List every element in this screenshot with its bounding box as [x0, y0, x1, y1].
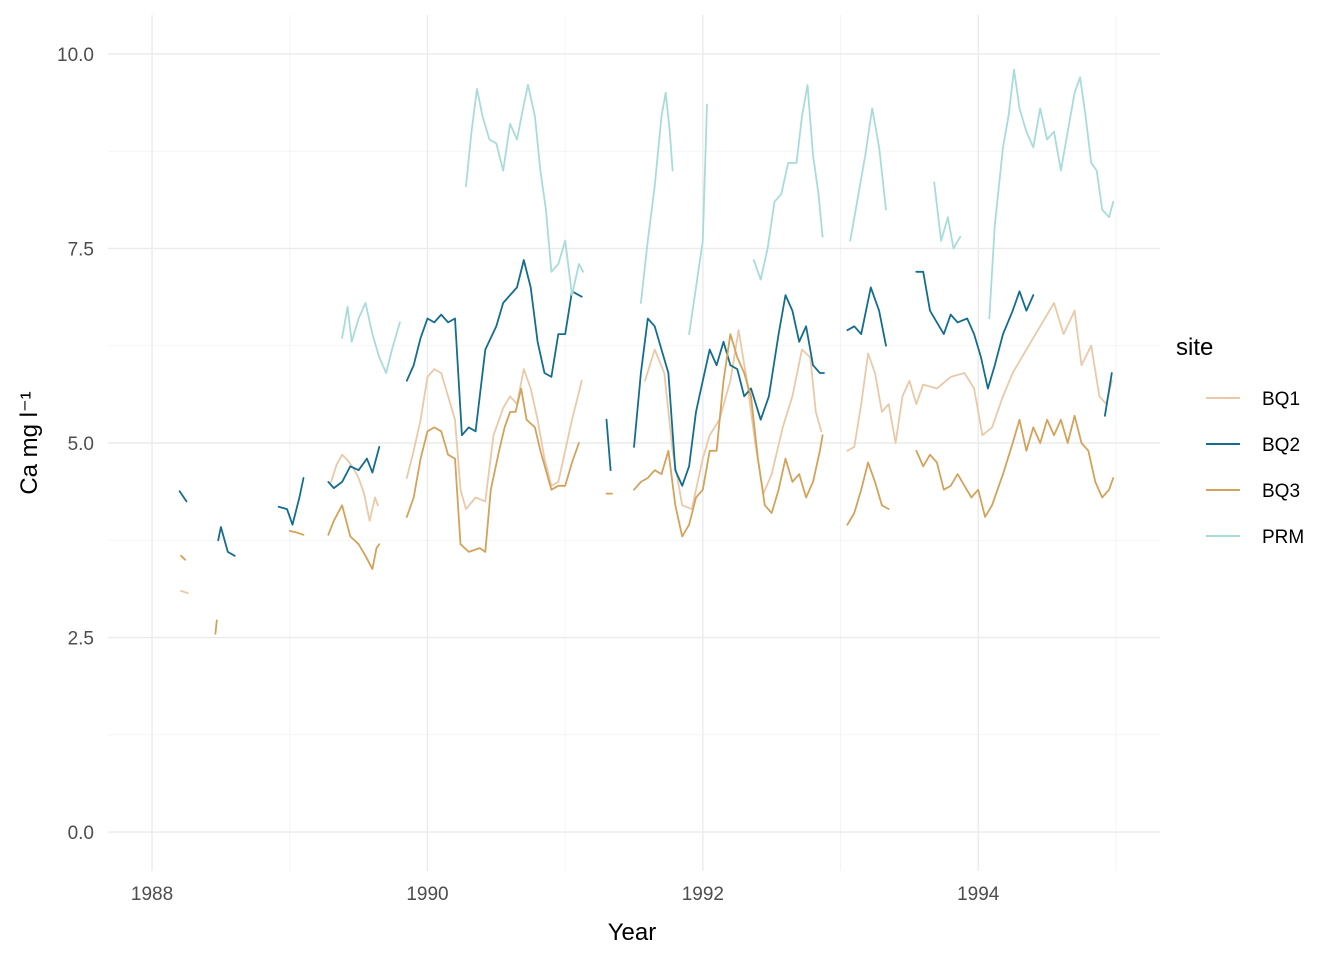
series-line-bq2: [605, 418, 612, 472]
series-line-bq2: [915, 270, 1035, 390]
series-line-prm: [988, 68, 1115, 320]
series-line-prm: [465, 84, 584, 297]
series-line-bq2: [217, 526, 236, 557]
series-line-bq3: [633, 333, 824, 538]
x-tick-label: 1994: [957, 884, 1000, 905]
series-line-bq2: [178, 490, 188, 503]
y-tick-label: 0.0: [68, 823, 94, 844]
grid: [108, 15, 1160, 871]
series-bq1: [180, 301, 1113, 595]
series-line-bq2: [277, 477, 305, 526]
y-tick-label: 10.0: [57, 45, 94, 66]
series-line-bq3: [846, 461, 890, 526]
series-line-prm: [688, 103, 708, 336]
series-line-bq3: [405, 387, 580, 553]
legend-item-bq1: BQ1: [1206, 389, 1300, 410]
legend: site BQ1 BQ2 BQ3 PRM: [1176, 334, 1304, 548]
series-line-bq3: [214, 619, 218, 635]
legend-items: BQ1 BQ2 BQ3 PRM: [1206, 389, 1304, 548]
series-line-bq1: [846, 301, 1113, 452]
y-axis-tick-labels: 0.0 2.5 5.0 7.5 10.0: [57, 45, 94, 844]
x-axis-tick-labels: 1988 1990 1992 1994: [131, 884, 1000, 905]
series-line-prm: [752, 84, 824, 281]
series-line-prm: [640, 91, 674, 304]
y-tick-label: 5.0: [68, 434, 94, 455]
series-line-bq3: [915, 414, 1115, 518]
series-line-bq1: [330, 453, 379, 522]
legend-item-prm: PRM: [1206, 527, 1304, 548]
series-line-bq2: [405, 259, 583, 437]
series-lines: [178, 68, 1115, 635]
legend-label-bq3: BQ3: [1262, 481, 1300, 502]
series-line-bq1: [180, 590, 189, 595]
series-bq2: [178, 259, 1113, 557]
series-line-bq3: [288, 530, 305, 536]
series-line-bq3: [327, 504, 381, 570]
series-bq3: [180, 333, 1115, 635]
series-line-bq1: [405, 368, 583, 511]
y-tick-label: 7.5: [68, 239, 94, 260]
legend-title: site: [1176, 334, 1213, 361]
legend-label-prm: PRM: [1262, 527, 1304, 548]
series-line-bq2: [1104, 372, 1113, 417]
legend-item-bq3: BQ3: [1206, 481, 1300, 502]
y-tick-label: 2.5: [68, 629, 94, 650]
series-prm: [341, 68, 1115, 374]
series-line-prm: [341, 301, 401, 374]
x-tick-label: 1988: [131, 884, 173, 905]
series-line-prm: [933, 181, 962, 250]
x-axis-title: Year: [608, 919, 657, 946]
series-line-prm: [849, 107, 887, 242]
series-line-bq2: [633, 294, 825, 487]
x-tick-label: 1992: [682, 884, 724, 905]
legend-label-bq2: BQ2: [1262, 435, 1300, 456]
x-tick-label: 1990: [406, 884, 448, 905]
legend-item-bq2: BQ2: [1206, 435, 1300, 456]
series-line-bq2: [846, 286, 887, 347]
series-line-bq3: [180, 554, 187, 561]
series-line-bq2: [327, 445, 381, 490]
legend-label-bq1: BQ1: [1262, 389, 1300, 410]
y-axis-title: Ca mg l⁻¹: [16, 391, 43, 494]
